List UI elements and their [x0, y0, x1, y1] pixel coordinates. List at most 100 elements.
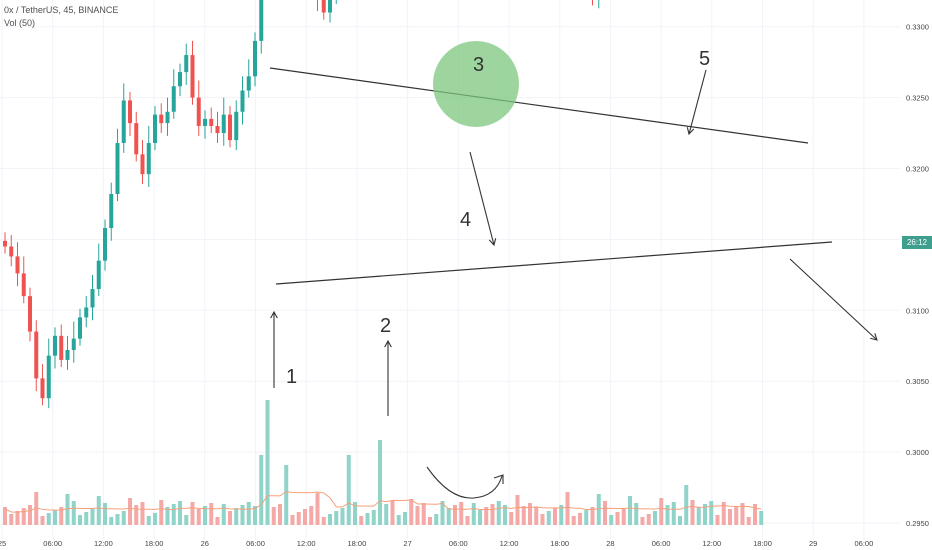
x-tick-label: 25 — [0, 539, 6, 548]
volume-bar — [515, 495, 520, 525]
volume-bar — [440, 501, 445, 525]
volume-bar — [503, 505, 507, 525]
volume-bar — [53, 510, 57, 525]
volume-bar — [40, 516, 45, 525]
volume-bar — [240, 505, 245, 525]
candle — [46, 355, 51, 399]
volume-bar — [171, 504, 176, 525]
volume-bar — [703, 504, 707, 525]
volume-bar — [509, 512, 514, 525]
candle — [140, 154, 145, 175]
volume-bar — [209, 503, 214, 525]
volume-bar — [309, 506, 314, 525]
x-tick-label: 18:00 — [753, 539, 772, 548]
volume-bar — [346, 455, 351, 525]
volume-bar — [396, 515, 401, 525]
volume-bar — [21, 508, 26, 525]
x-tick-label: 18:00 — [550, 539, 569, 548]
candle — [190, 55, 195, 98]
volume-bar — [340, 508, 345, 525]
y-tick-label: 0.3250 — [906, 94, 929, 103]
volume-bar — [371, 510, 376, 525]
volume-bar — [196, 509, 201, 525]
volume-bar — [90, 509, 95, 525]
arrow-4-head — [488, 238, 497, 247]
candle — [65, 350, 70, 360]
volume-bar — [359, 516, 364, 525]
annotation-label-5: 5 — [699, 48, 710, 70]
volume-bar — [234, 508, 239, 525]
x-tick-label: 26 — [201, 539, 209, 548]
volume-moving-average — [4, 491, 762, 513]
volume-bar — [190, 502, 195, 525]
candle — [128, 100, 132, 124]
volume-bar — [721, 502, 726, 525]
candle — [321, 0, 326, 13]
volume-bars — [3, 400, 764, 525]
arrow-projection — [789, 258, 878, 341]
candle — [96, 260, 101, 290]
candle — [53, 335, 57, 356]
candle — [159, 114, 164, 124]
y-tick-label: 0.2950 — [906, 519, 929, 528]
volume-bar — [671, 502, 676, 525]
candle — [196, 97, 201, 126]
x-tick-label: 06:00 — [855, 539, 874, 548]
volume-bar — [709, 501, 714, 525]
volume-bar — [109, 517, 114, 525]
candle — [134, 123, 139, 155]
volume-bar — [253, 506, 257, 525]
volume-bar — [559, 505, 564, 525]
candle — [171, 86, 176, 112]
candle — [246, 76, 251, 91]
candle — [240, 90, 245, 112]
y-tick-label: 0.3050 — [906, 377, 929, 386]
volume-bar — [271, 507, 276, 525]
volume-bar — [496, 501, 501, 525]
arrow-projection-head — [870, 333, 878, 341]
volume-bar — [684, 485, 689, 525]
volume-bar — [659, 498, 664, 525]
candle — [165, 111, 170, 124]
candle — [228, 114, 232, 141]
candle — [203, 118, 207, 126]
volume-bar — [615, 512, 620, 525]
volume-bar — [621, 509, 626, 525]
volume-bar — [46, 513, 51, 525]
x-tick-label: 18:00 — [348, 539, 367, 548]
volume-bar — [696, 507, 701, 525]
volume-bar — [465, 516, 470, 525]
volume-bar — [478, 510, 482, 525]
volume-bar — [384, 504, 389, 525]
x-tick-label: 18:00 — [145, 539, 164, 548]
volume-bar — [121, 511, 126, 525]
y-tick-label: 0.3100 — [906, 306, 929, 315]
candle — [121, 100, 126, 143]
volume-bar — [228, 511, 232, 525]
volume-bar — [246, 502, 251, 525]
volume-bar — [278, 504, 282, 525]
volume-bar — [178, 501, 182, 525]
arrow-5 — [688, 69, 707, 135]
volume-bar — [453, 505, 457, 525]
volume-bar — [746, 517, 751, 525]
candle — [40, 378, 45, 399]
volume-bar — [203, 506, 207, 525]
volume-bar — [528, 503, 532, 525]
y-tick-label: 0.3300 — [906, 23, 929, 32]
candle — [90, 289, 95, 308]
arrow-5-head — [686, 127, 695, 136]
volume-bar — [28, 505, 32, 525]
volume-bar — [284, 465, 289, 525]
y-tick-label: 0.3200 — [906, 165, 929, 174]
arrow-1-head — [270, 310, 278, 319]
volume-bar — [15, 511, 20, 525]
volume-bar — [521, 506, 526, 525]
candle — [253, 40, 257, 77]
volume-bar — [140, 502, 145, 525]
volume-bar — [265, 400, 270, 525]
volume-bar — [403, 512, 407, 525]
x-tick-label: 12:00 — [702, 539, 721, 548]
candle — [215, 125, 220, 134]
